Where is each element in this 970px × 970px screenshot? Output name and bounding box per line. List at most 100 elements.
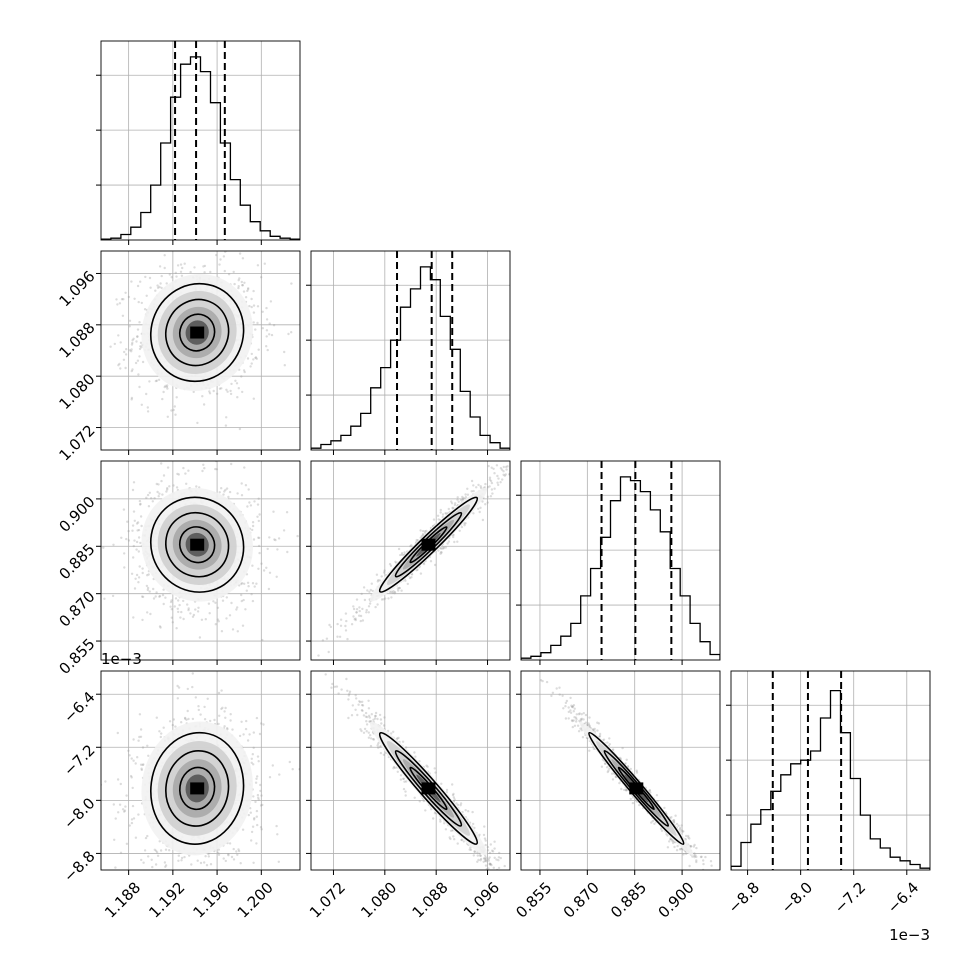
scatter-point bbox=[194, 608, 197, 611]
y-tick-label: −7.2 bbox=[60, 741, 98, 779]
scatter-point bbox=[204, 855, 207, 858]
scatter-point bbox=[161, 397, 164, 401]
scatter-point bbox=[450, 500, 453, 503]
scatter-point bbox=[175, 627, 178, 630]
scatter-point bbox=[421, 529, 425, 533]
scatter-point bbox=[128, 754, 131, 757]
scatter-point bbox=[398, 586, 401, 590]
scatter-point bbox=[254, 356, 257, 360]
scatter-point bbox=[150, 497, 153, 500]
scatter-point bbox=[502, 473, 505, 476]
scatter-point bbox=[136, 284, 140, 288]
scatter-point bbox=[241, 284, 244, 287]
scatter-point bbox=[164, 848, 168, 851]
scatter-point bbox=[242, 290, 246, 293]
scatter-point bbox=[197, 879, 199, 881]
scatter-point bbox=[252, 321, 255, 324]
scatter-point bbox=[240, 280, 243, 284]
scatter-point bbox=[191, 672, 194, 675]
scatter-point bbox=[225, 596, 228, 599]
scatter-point bbox=[146, 493, 150, 497]
scatter-point bbox=[119, 367, 122, 370]
scatter-point bbox=[254, 328, 257, 331]
scatter-point bbox=[229, 389, 232, 393]
scatter-point bbox=[222, 857, 225, 860]
scatter-point bbox=[231, 628, 235, 631]
scatter-point bbox=[277, 537, 281, 540]
scatter-point bbox=[103, 597, 106, 600]
scatter-point bbox=[368, 602, 372, 605]
scatter-point bbox=[252, 397, 255, 400]
scatter-point bbox=[502, 465, 505, 469]
scatter-point bbox=[177, 599, 180, 602]
scatter-point bbox=[460, 525, 464, 529]
scatter-point bbox=[137, 536, 141, 539]
scatter-point bbox=[159, 626, 162, 629]
scatter-point bbox=[135, 573, 139, 577]
scatter-point bbox=[228, 842, 232, 845]
scatter-point bbox=[456, 540, 459, 543]
scatter-point bbox=[132, 510, 136, 513]
scatter-point bbox=[266, 547, 269, 551]
scatter-point bbox=[505, 465, 508, 469]
scatter-point bbox=[248, 733, 251, 736]
scatter-point bbox=[498, 851, 501, 855]
scatter-point bbox=[362, 714, 366, 717]
scatter-point bbox=[258, 732, 262, 736]
scatter-point bbox=[158, 594, 162, 598]
scatter-point bbox=[490, 875, 492, 877]
scatter-point bbox=[215, 468, 219, 471]
scatter-point bbox=[117, 811, 120, 814]
scatter-point bbox=[340, 688, 343, 691]
scatter-point bbox=[140, 858, 143, 862]
scatter-point bbox=[452, 792, 455, 796]
scatter-point bbox=[179, 616, 182, 619]
scatter-point bbox=[250, 593, 253, 596]
scatter-point bbox=[218, 387, 222, 390]
scatter-point bbox=[222, 255, 226, 258]
scatter-point bbox=[245, 589, 248, 592]
scatter-point bbox=[252, 818, 256, 821]
scatter-point bbox=[139, 735, 143, 738]
scatter-point bbox=[218, 714, 221, 717]
scatter-point bbox=[146, 406, 149, 409]
scatter-point bbox=[111, 594, 115, 598]
scatter-point bbox=[259, 789, 262, 793]
scatter-point bbox=[459, 802, 463, 805]
scatter-point bbox=[259, 804, 263, 807]
scatter-point bbox=[130, 280, 133, 283]
scatter-point bbox=[138, 385, 141, 389]
scatter-point bbox=[459, 498, 463, 502]
scatter-point bbox=[464, 493, 467, 496]
scatter-point bbox=[146, 586, 150, 590]
scatter-point bbox=[275, 824, 278, 828]
scatter-point bbox=[217, 851, 220, 854]
scatter-point bbox=[115, 298, 118, 301]
scatter-point bbox=[207, 602, 211, 605]
scatter-point bbox=[380, 575, 383, 578]
scatter-point bbox=[116, 303, 119, 306]
scatter-point bbox=[235, 608, 238, 611]
scatter-point bbox=[128, 349, 132, 352]
scatter-point bbox=[222, 493, 225, 496]
scatter-point bbox=[448, 836, 451, 839]
y-tick-label: 0.870 bbox=[55, 587, 98, 630]
scatter-point bbox=[490, 466, 493, 469]
scatter-point bbox=[139, 503, 142, 506]
scatter-point bbox=[224, 251, 227, 253]
scatter-point bbox=[261, 310, 264, 313]
scatter-point bbox=[136, 335, 139, 338]
scatter-point bbox=[113, 838, 116, 841]
scatter-point bbox=[113, 342, 117, 346]
scatter-point bbox=[169, 600, 173, 604]
scatter-point bbox=[164, 384, 167, 388]
scatter-point bbox=[156, 890, 158, 892]
contour-line bbox=[179, 766, 216, 811]
scatter-point bbox=[329, 625, 333, 629]
scatter-point bbox=[352, 605, 355, 608]
scatter-point bbox=[429, 560, 433, 563]
scatter-point bbox=[260, 794, 263, 797]
scatter-point bbox=[223, 269, 226, 273]
scatter-point bbox=[439, 547, 443, 550]
scatter-point bbox=[452, 796, 456, 799]
